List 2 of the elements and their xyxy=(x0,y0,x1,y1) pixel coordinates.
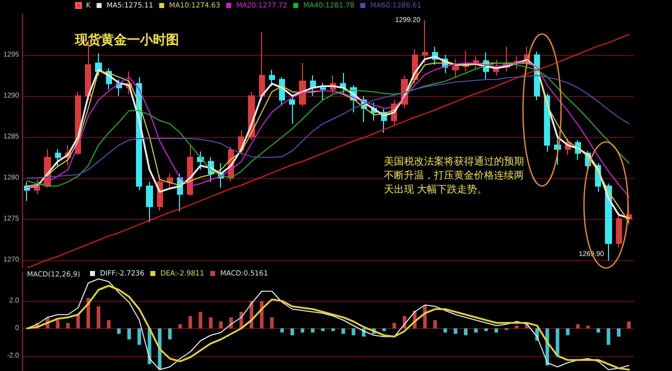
text: 现货黄金一小时图 xyxy=(74,32,179,48)
annotation: 美国税改法案将获得通过的预期不断升温，打压黄金价格连续两天出现 大幅下跌走势。 xyxy=(384,156,524,196)
